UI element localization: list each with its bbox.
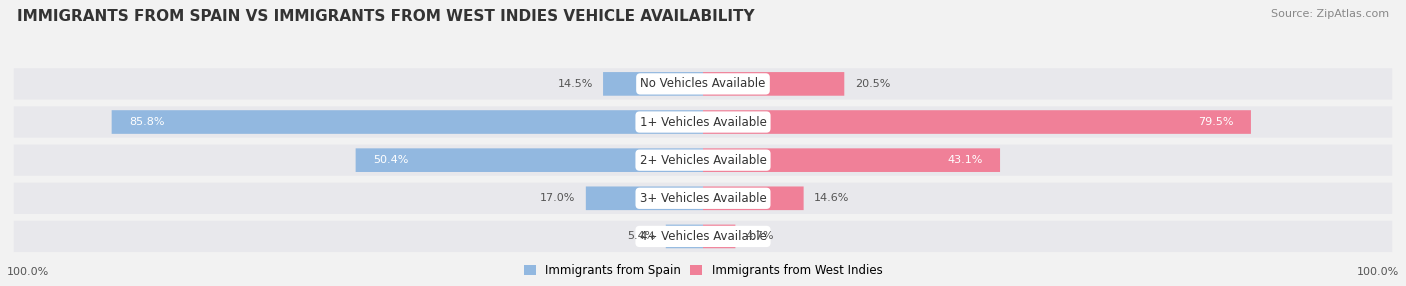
FancyBboxPatch shape (703, 110, 1251, 134)
Text: 85.8%: 85.8% (129, 117, 165, 127)
FancyBboxPatch shape (14, 144, 1392, 176)
FancyBboxPatch shape (14, 221, 1392, 252)
Text: 100.0%: 100.0% (1357, 267, 1399, 277)
FancyBboxPatch shape (14, 68, 1392, 100)
Text: No Vehicles Available: No Vehicles Available (640, 78, 766, 90)
Text: 17.0%: 17.0% (540, 193, 575, 203)
FancyBboxPatch shape (14, 183, 1392, 214)
FancyBboxPatch shape (111, 110, 703, 134)
Text: 4+ Vehicles Available: 4+ Vehicles Available (640, 230, 766, 243)
Text: 3+ Vehicles Available: 3+ Vehicles Available (640, 192, 766, 205)
FancyBboxPatch shape (703, 148, 1000, 172)
FancyBboxPatch shape (603, 72, 703, 96)
FancyBboxPatch shape (666, 225, 703, 248)
FancyBboxPatch shape (586, 186, 703, 210)
FancyBboxPatch shape (703, 186, 804, 210)
Text: 2+ Vehicles Available: 2+ Vehicles Available (640, 154, 766, 167)
FancyBboxPatch shape (703, 225, 735, 248)
FancyBboxPatch shape (356, 148, 703, 172)
FancyBboxPatch shape (14, 106, 1392, 138)
Text: 20.5%: 20.5% (855, 79, 890, 89)
Text: 50.4%: 50.4% (373, 155, 408, 165)
FancyBboxPatch shape (703, 72, 844, 96)
Text: 43.1%: 43.1% (948, 155, 983, 165)
Text: 14.5%: 14.5% (557, 79, 593, 89)
Text: 5.4%: 5.4% (627, 231, 655, 241)
Text: 1+ Vehicles Available: 1+ Vehicles Available (640, 116, 766, 128)
Text: 100.0%: 100.0% (7, 267, 49, 277)
Text: Source: ZipAtlas.com: Source: ZipAtlas.com (1271, 9, 1389, 19)
Text: 79.5%: 79.5% (1198, 117, 1233, 127)
Text: 4.7%: 4.7% (745, 231, 775, 241)
Text: 14.6%: 14.6% (814, 193, 849, 203)
Legend: Immigrants from Spain, Immigrants from West Indies: Immigrants from Spain, Immigrants from W… (523, 264, 883, 277)
Text: IMMIGRANTS FROM SPAIN VS IMMIGRANTS FROM WEST INDIES VEHICLE AVAILABILITY: IMMIGRANTS FROM SPAIN VS IMMIGRANTS FROM… (17, 9, 755, 23)
